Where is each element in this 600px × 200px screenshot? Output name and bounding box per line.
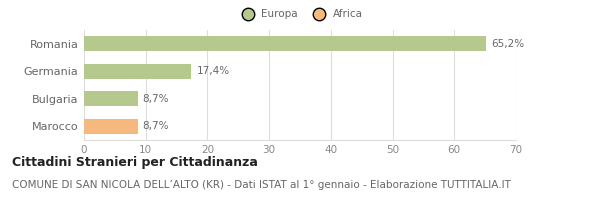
Text: COMUNE DI SAN NICOLA DELL’ALTO (KR) - Dati ISTAT al 1° gennaio - Elaborazione TU: COMUNE DI SAN NICOLA DELL’ALTO (KR) - Da… <box>12 180 511 190</box>
Bar <box>84 36 487 51</box>
Bar <box>84 119 137 134</box>
Text: Cittadini Stranieri per Cittadinanza: Cittadini Stranieri per Cittadinanza <box>12 156 258 169</box>
Legend: Europa, Africa: Europa, Africa <box>233 5 367 24</box>
Text: 8,7%: 8,7% <box>143 121 169 131</box>
Bar <box>84 64 191 79</box>
Text: 17,4%: 17,4% <box>196 66 229 76</box>
Text: 65,2%: 65,2% <box>491 39 524 49</box>
Bar <box>84 91 137 106</box>
Text: 8,7%: 8,7% <box>143 94 169 104</box>
